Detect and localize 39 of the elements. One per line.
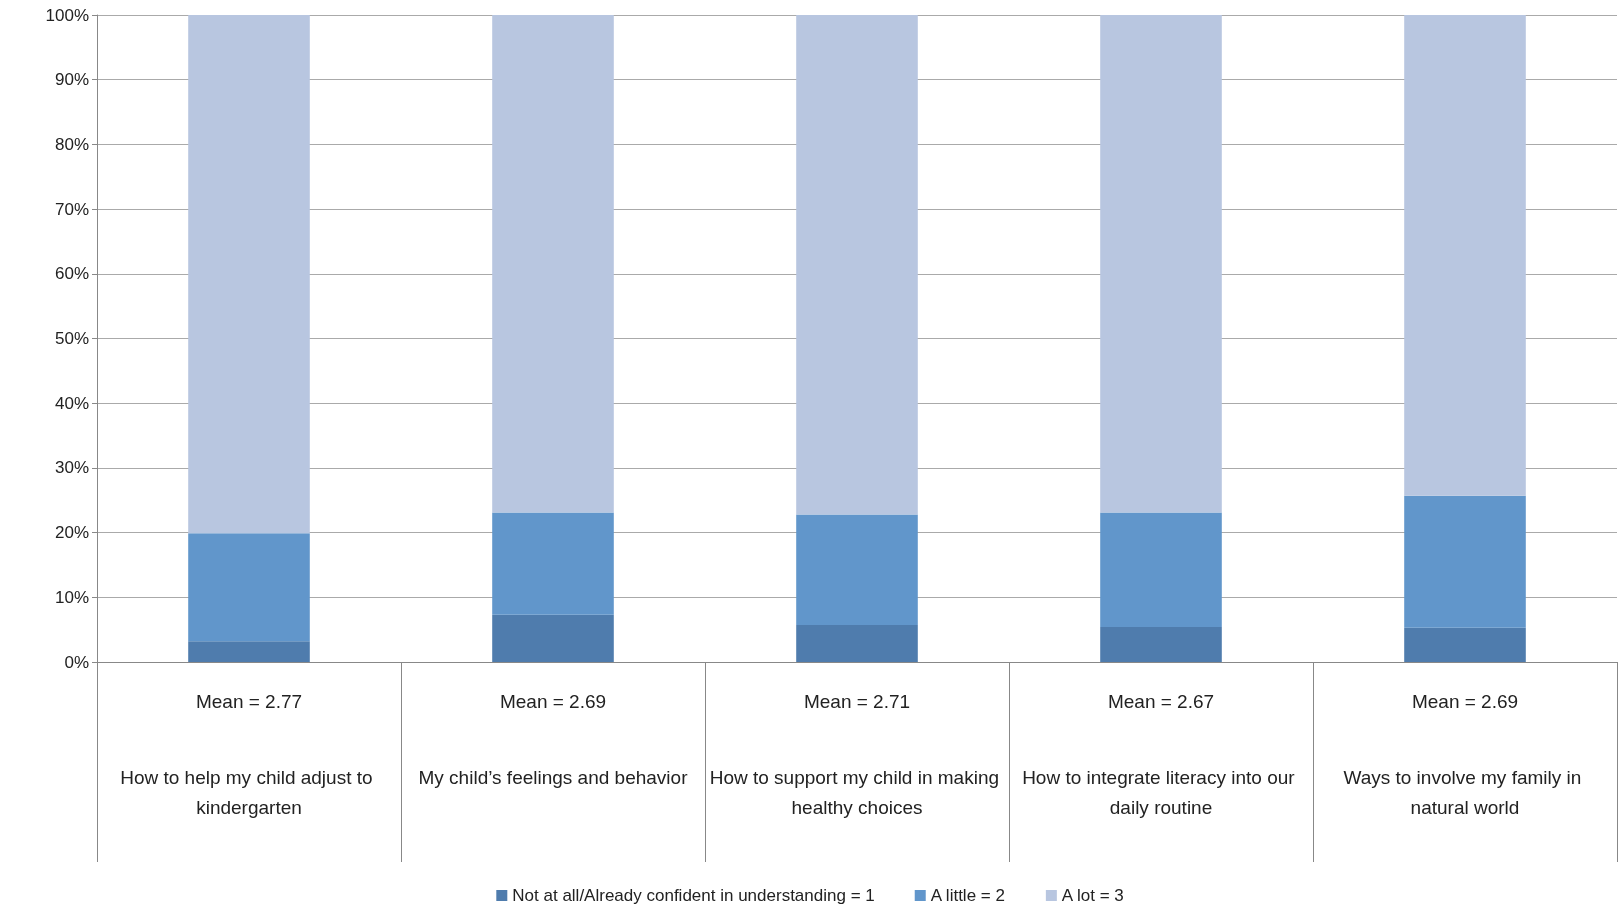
bar [1100, 15, 1222, 513]
y-tick-label: 100% [45, 5, 89, 25]
text: Mean = 2.69 [499, 691, 607, 712]
bar [1100, 512, 1222, 628]
bar [492, 15, 614, 513]
y-tick-label: 40% [54, 393, 89, 413]
legend-label: A little = 2 [930, 886, 1005, 905]
bar [492, 614, 614, 662]
text: Mean = 2.71 [803, 691, 911, 712]
y-tick-label: 60% [54, 264, 89, 284]
bar [492, 512, 614, 615]
bar [1404, 495, 1526, 628]
y-tick-label: 70% [54, 199, 89, 219]
bar [796, 15, 918, 515]
legend-label: A lot = 3 [1061, 886, 1124, 905]
bar [1404, 627, 1526, 662]
text: Mean = 2.69 [1411, 691, 1519, 712]
legend-label: Not at all/Already confident in understanding = 1 [512, 886, 875, 905]
bar [1100, 627, 1222, 662]
x-tick-label: How to integrate literacy into our daily routine [1022, 766, 1300, 818]
x-tick-label: Ways to involve my family in natural world [1343, 766, 1587, 818]
x-tick-label: My child’s feelings and behavior [418, 766, 689, 788]
y-tick-label: 30% [54, 458, 89, 478]
y-tick-label: 90% [54, 70, 89, 90]
y-tick-label: 80% [54, 134, 89, 154]
bar [796, 625, 918, 662]
bar [188, 15, 310, 534]
text: Mean = 2.77 [195, 691, 303, 712]
bar [188, 533, 310, 642]
bar [796, 514, 918, 626]
y-tick-label: 10% [54, 587, 89, 607]
text: Mean = 2.67 [1107, 691, 1215, 712]
y-tick-label: 50% [54, 329, 89, 348]
y-tick-label: 0% [64, 652, 89, 672]
x-tick-label: How to support my child in making healthy choices [709, 766, 1005, 818]
x-tick-label: How to help my child adjust to kindergarten [120, 766, 378, 818]
y-tick-label: 20% [54, 523, 89, 543]
bar [188, 641, 310, 662]
bar [1404, 15, 1526, 496]
